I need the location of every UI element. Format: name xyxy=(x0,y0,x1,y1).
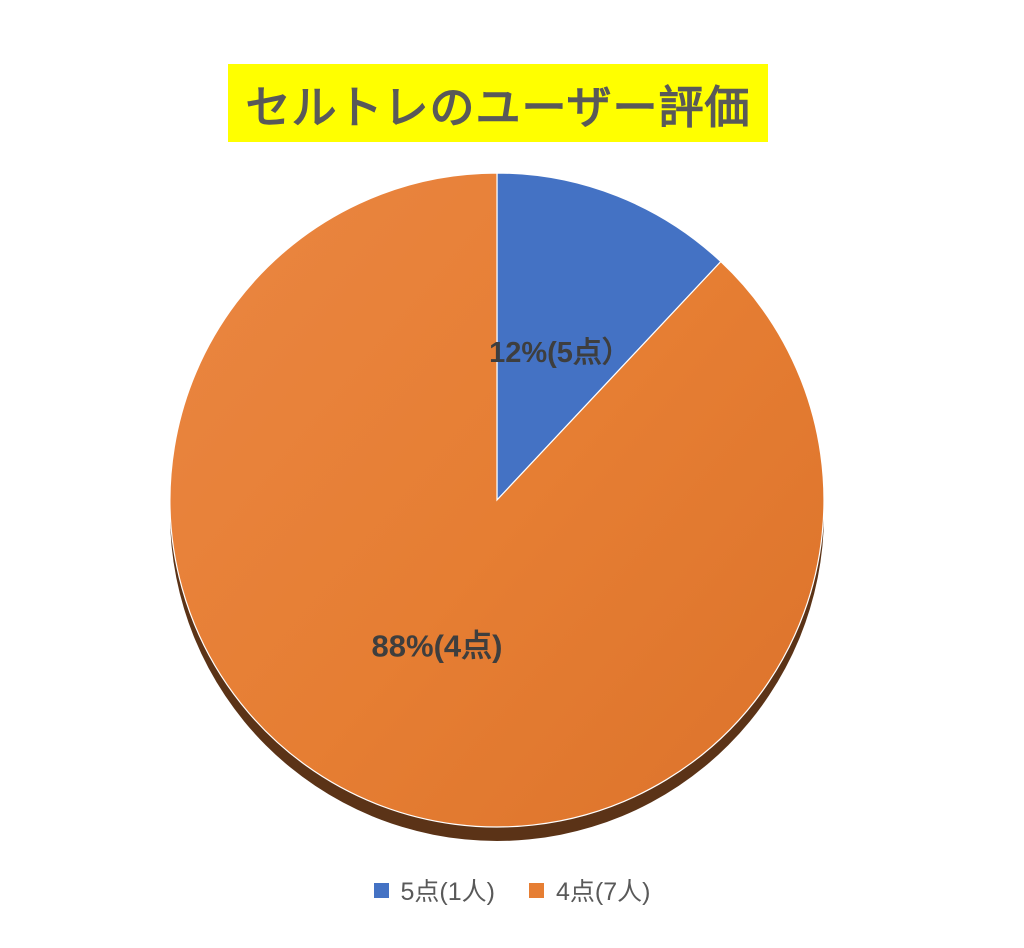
pie-slice-5points xyxy=(496,172,722,502)
pie-slice-4points xyxy=(169,172,825,828)
legend-item-5points: 5点(1人) xyxy=(373,872,495,908)
legend-item-4points: 4点(7人) xyxy=(529,872,650,908)
pie-data-label-4points: 88%(4点) xyxy=(371,628,503,664)
chart-legend: 5点(1人) 4点(7人) xyxy=(0,872,1024,908)
legend-label-5points: 5点(1人) xyxy=(400,878,495,906)
pie-data-label-5points: 12%(5点） xyxy=(489,337,631,369)
legend-swatch-orange-icon xyxy=(529,882,544,898)
legend-swatch-blue-icon xyxy=(373,882,389,898)
legend-label-4points: 4点(7人) xyxy=(556,878,651,906)
chart-title: セルトレのユーザー評価 xyxy=(228,64,768,142)
